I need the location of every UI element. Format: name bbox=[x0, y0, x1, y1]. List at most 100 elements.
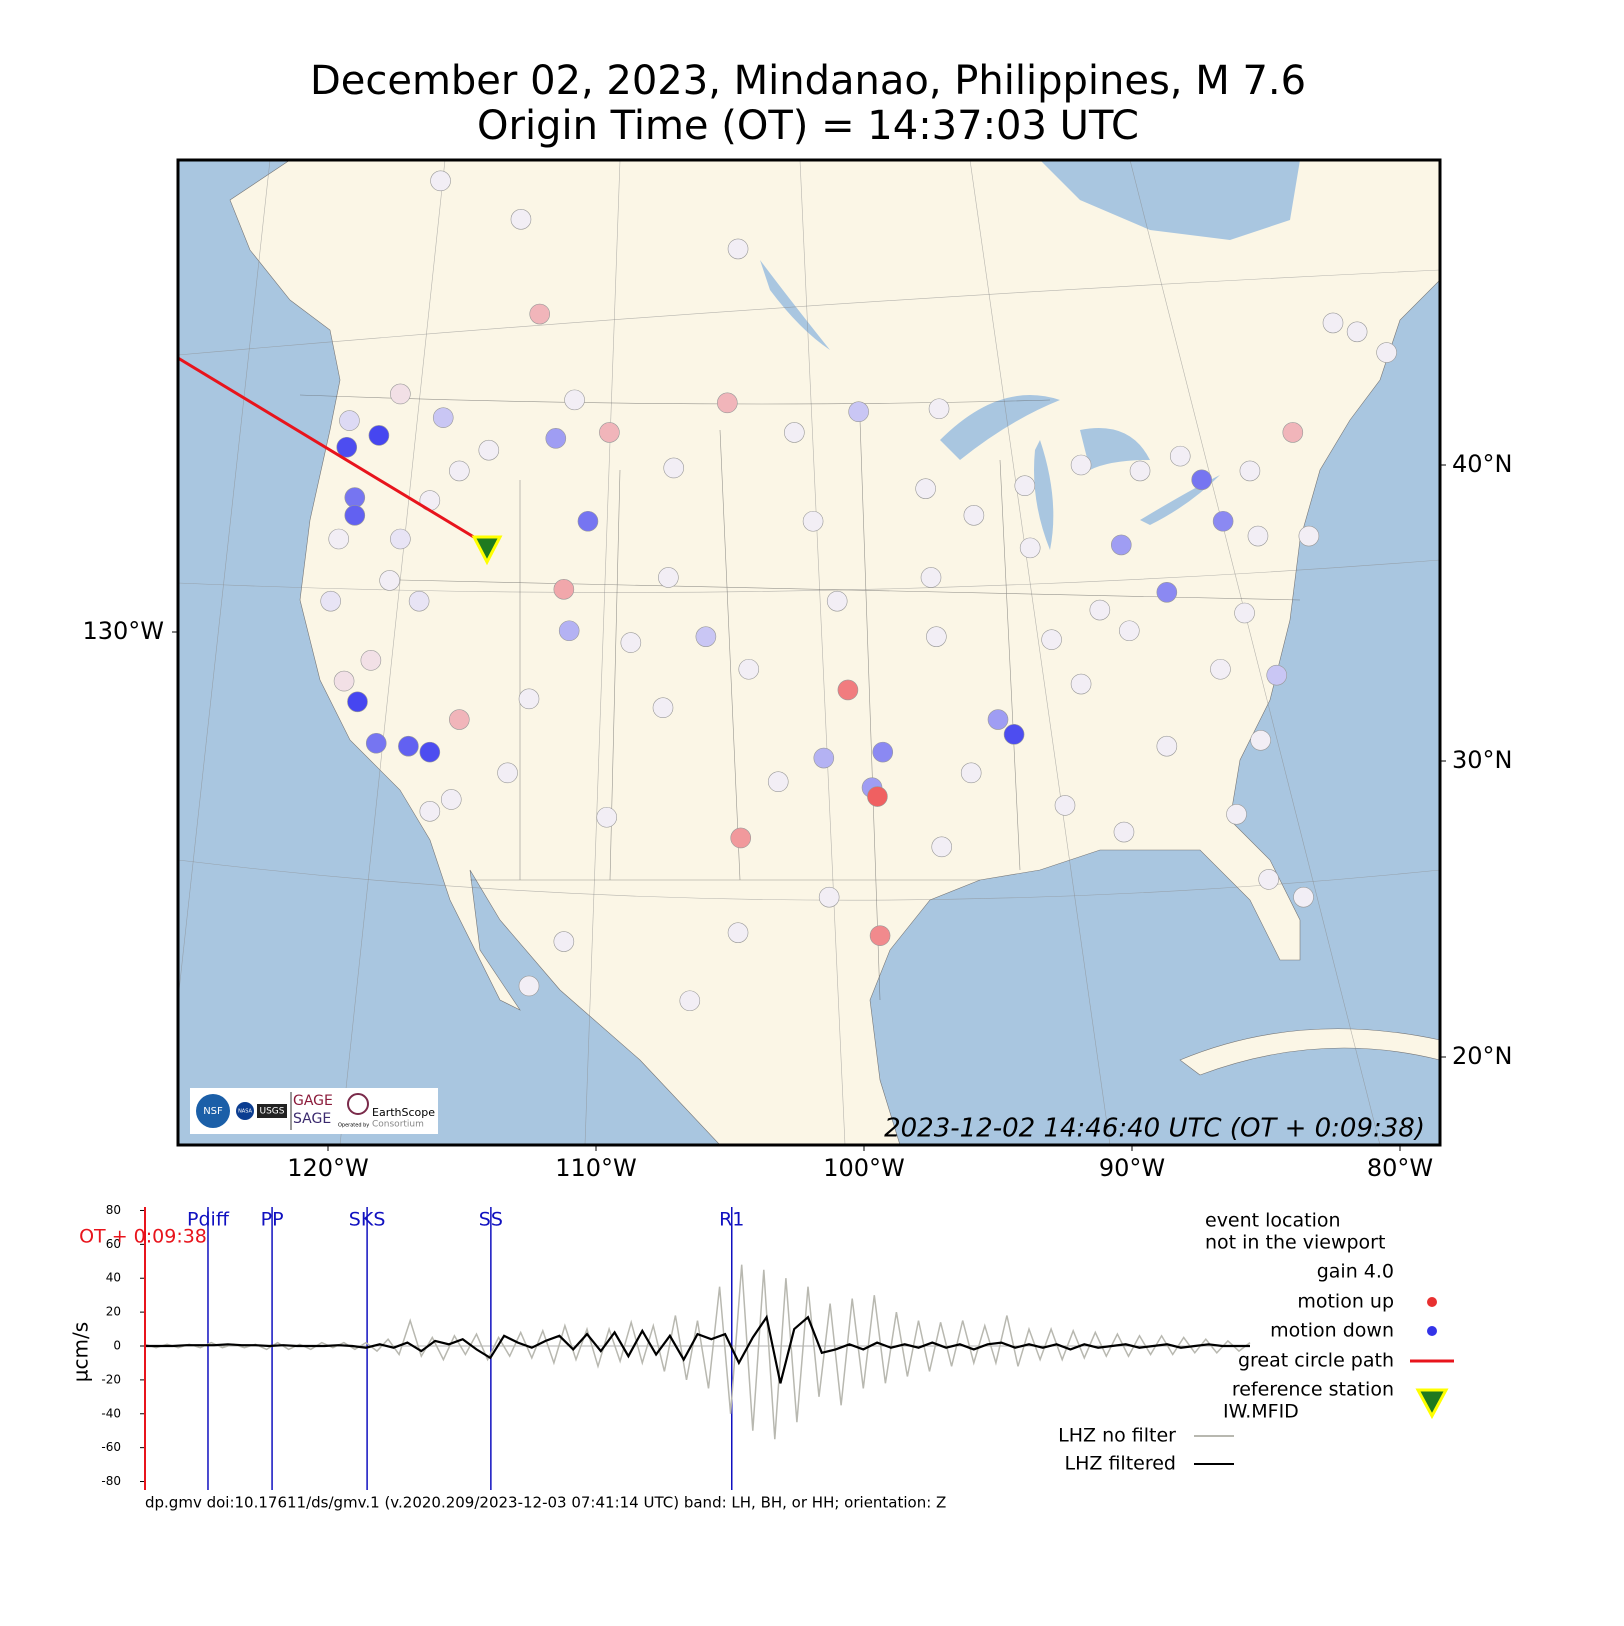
station bbox=[449, 709, 470, 730]
station bbox=[1070, 454, 1092, 476]
station bbox=[931, 836, 953, 858]
station bbox=[738, 658, 760, 680]
station bbox=[344, 487, 366, 508]
legend-text: great circle path bbox=[1238, 1350, 1394, 1372]
station bbox=[419, 801, 441, 822]
station bbox=[1247, 525, 1269, 547]
station bbox=[339, 410, 360, 431]
reference-station bbox=[471, 535, 503, 566]
cuba bbox=[1179, 1028, 1440, 1076]
station bbox=[837, 679, 859, 701]
map-timestamp: 2023-12-02 14:46:40 UTC (OT + 0:09:38) bbox=[884, 1114, 1425, 1144]
station bbox=[987, 709, 1009, 730]
station bbox=[1346, 321, 1368, 343]
station bbox=[1119, 620, 1140, 642]
y-tick-label: -40 bbox=[101, 1406, 121, 1420]
station bbox=[1070, 673, 1092, 695]
legend-text: IW.MFID bbox=[1223, 1401, 1299, 1423]
logo-earthscope bbox=[347, 1093, 369, 1115]
phase-label: SKS bbox=[349, 1209, 386, 1231]
legend-text: motion down bbox=[1270, 1320, 1394, 1342]
legend-text: LHZ filtered bbox=[1065, 1453, 1176, 1475]
station bbox=[826, 590, 848, 612]
phase-label: SS bbox=[479, 1209, 503, 1231]
station bbox=[1322, 312, 1344, 334]
footer: dp.gmv doi:10.17611/ds/gmv.1 (v.2020.209… bbox=[145, 1494, 946, 1512]
lake-huron bbox=[1080, 428, 1150, 470]
lon-tick-label: 110°W bbox=[555, 1154, 637, 1182]
station bbox=[620, 632, 642, 653]
station bbox=[320, 590, 341, 612]
station bbox=[398, 735, 419, 757]
station bbox=[1226, 803, 1247, 825]
lon-tick-label: 130°W bbox=[82, 617, 164, 645]
station bbox=[1041, 629, 1062, 650]
phase-label: R1 bbox=[719, 1209, 744, 1231]
station bbox=[1156, 581, 1178, 603]
station bbox=[553, 931, 575, 952]
logo-text: Operated by bbox=[338, 1123, 369, 1129]
lake-michigan bbox=[1034, 440, 1054, 550]
station bbox=[872, 741, 894, 763]
station bbox=[558, 620, 580, 642]
station bbox=[529, 303, 551, 325]
station bbox=[663, 457, 685, 479]
meridian bbox=[1129, 160, 1381, 1145]
station bbox=[928, 398, 950, 420]
station bbox=[360, 650, 382, 671]
y-axis-label: µcm/s bbox=[69, 1322, 93, 1382]
great-circle-path bbox=[178, 356, 488, 547]
hudson-bay bbox=[1040, 160, 1300, 240]
station bbox=[449, 460, 470, 482]
phase-label: Pdiff bbox=[187, 1209, 230, 1231]
trace bbox=[145, 1314, 1250, 1384]
station bbox=[960, 762, 982, 784]
station bbox=[727, 922, 749, 943]
land bbox=[229, 160, 1440, 1145]
lon-tick-label: 80°W bbox=[1367, 1154, 1433, 1182]
station bbox=[336, 436, 358, 458]
station bbox=[518, 688, 540, 710]
station bbox=[333, 670, 355, 692]
station bbox=[658, 567, 679, 588]
station bbox=[963, 505, 985, 526]
logo-box bbox=[190, 1088, 438, 1134]
parallel bbox=[178, 559, 1440, 593]
station bbox=[1210, 658, 1231, 680]
station bbox=[717, 392, 738, 414]
legend-text: LHZ no filter bbox=[1058, 1425, 1176, 1447]
y-tick-label: 20 bbox=[106, 1305, 121, 1319]
legend-text: reference station bbox=[1232, 1379, 1394, 1401]
station bbox=[1234, 602, 1255, 624]
legend-text: not in the viewport bbox=[1205, 1232, 1385, 1254]
station bbox=[497, 762, 518, 784]
legend: event location not in the viewport gain … bbox=[1205, 1210, 1454, 1423]
y-tick-label: 40 bbox=[106, 1271, 121, 1285]
station bbox=[1239, 460, 1261, 482]
y-tick-label: 60 bbox=[106, 1237, 121, 1251]
station bbox=[564, 389, 585, 411]
station bbox=[1212, 510, 1234, 532]
station bbox=[365, 732, 387, 754]
station bbox=[545, 428, 567, 449]
station bbox=[869, 925, 891, 946]
meridian bbox=[969, 160, 1111, 1145]
station bbox=[813, 747, 835, 769]
station bbox=[695, 626, 717, 647]
legend-text: gain 4.0 bbox=[1317, 1261, 1394, 1283]
station bbox=[432, 407, 454, 428]
station bbox=[368, 425, 390, 446]
time-marker-label: OT + 0:09:38 bbox=[79, 1226, 207, 1248]
station bbox=[1250, 729, 1271, 751]
station bbox=[920, 567, 942, 588]
trace bbox=[144, 1264, 1251, 1440]
station bbox=[518, 975, 540, 997]
station bbox=[926, 626, 947, 647]
station bbox=[802, 510, 824, 532]
legend-marker bbox=[1427, 1326, 1437, 1336]
meridian bbox=[584, 160, 621, 1145]
station bbox=[1293, 886, 1314, 908]
y-tick-label: 80 bbox=[106, 1203, 121, 1217]
station bbox=[1376, 342, 1397, 363]
station bbox=[344, 505, 366, 526]
